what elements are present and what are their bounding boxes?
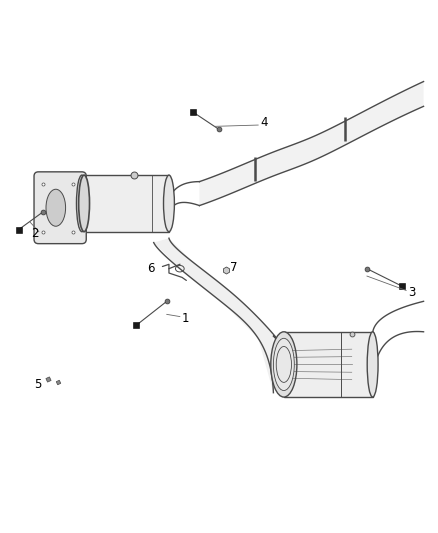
FancyBboxPatch shape <box>34 172 86 244</box>
Ellipse shape <box>163 175 174 232</box>
Ellipse shape <box>46 189 66 226</box>
Polygon shape <box>199 82 424 206</box>
Ellipse shape <box>367 332 378 397</box>
Ellipse shape <box>271 332 297 397</box>
Text: 6: 6 <box>147 262 155 275</box>
Text: 5: 5 <box>34 377 42 391</box>
Text: 3: 3 <box>408 286 416 299</box>
Text: 2: 2 <box>31 228 39 240</box>
Text: 1: 1 <box>182 312 190 325</box>
Polygon shape <box>154 238 273 393</box>
Ellipse shape <box>77 175 87 232</box>
Text: 7: 7 <box>230 261 237 274</box>
FancyBboxPatch shape <box>82 175 169 232</box>
FancyBboxPatch shape <box>284 332 373 397</box>
Ellipse shape <box>273 338 294 391</box>
Ellipse shape <box>79 175 89 232</box>
Text: 4: 4 <box>260 116 268 130</box>
